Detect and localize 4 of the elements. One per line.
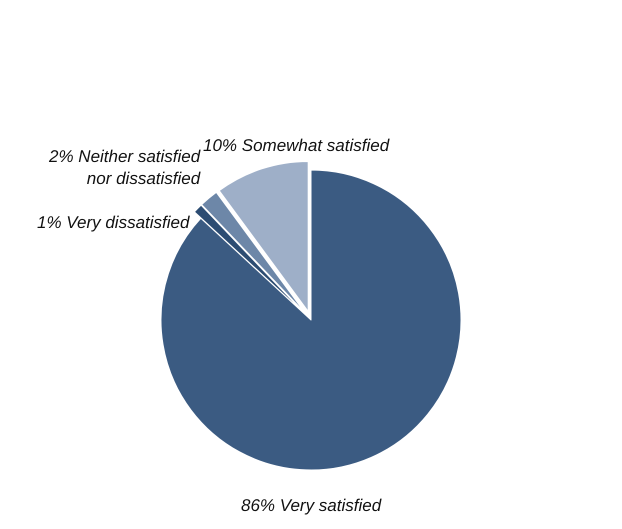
slice-label: 1% Very dissatisfied xyxy=(37,213,190,232)
slice-label: 10% Somewhat satisfied xyxy=(203,136,390,155)
slice-label: 86% Very satisfied xyxy=(241,496,382,515)
slice-label: 2% Neither satisfied nor dissatisfied xyxy=(48,147,201,188)
